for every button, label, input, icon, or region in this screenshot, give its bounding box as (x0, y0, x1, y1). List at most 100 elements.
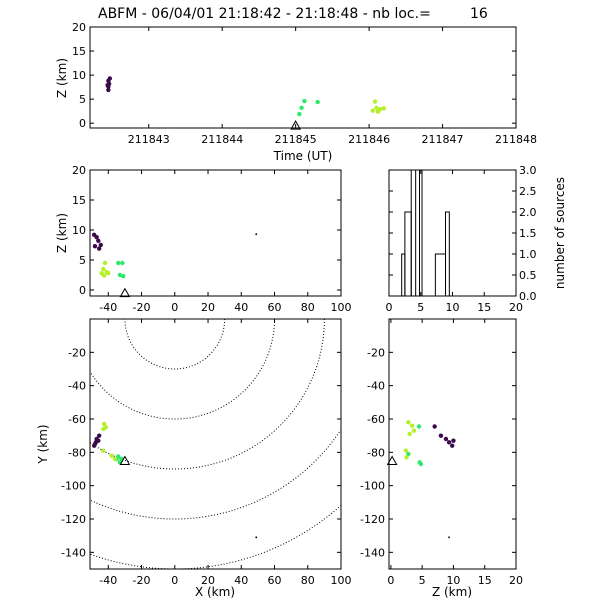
source-point (96, 238, 101, 243)
x-tick-label: 0 (171, 301, 178, 314)
y-tick-label: -100 (61, 480, 86, 493)
height-y-panel: 0 5 10 15 20 -140 -120 -100 -80 -60 -40 -20 Z (km) (360, 318, 523, 599)
source-point (120, 260, 125, 266)
source-point (418, 461, 424, 467)
axis-ticks: 0 5 10 15 200.0 0.5 1.0 1.5 2.0 2.5 3.0 (386, 164, 537, 314)
source-point (102, 260, 108, 266)
x-tick-label: 10 (446, 301, 460, 314)
panel-frame (388, 318, 517, 570)
y-axis-label: Y (km) (36, 424, 50, 464)
range-ring (90, 319, 275, 420)
range-rings (90, 319, 341, 569)
data-points (91, 232, 258, 298)
range-ring (124, 319, 226, 370)
source-point (109, 453, 114, 458)
source-point (451, 438, 456, 443)
x-tick-label: 100 (331, 301, 352, 314)
x-tick-label: 5 (419, 574, 426, 587)
y-tick-label: -120 (61, 513, 86, 526)
y-tick-label: 0.0 (519, 290, 537, 303)
x-tick-label: 80 (301, 574, 315, 587)
x-tick-label: 100 (331, 574, 352, 587)
source-point (106, 87, 111, 93)
x-tick-label: 211847 (422, 133, 464, 146)
x-tick-label: 20 (201, 301, 215, 314)
axis-ticks: 211843 211844 211845 211846 211847 211848 0 5 10… (72, 21, 537, 146)
axis-ticks: -40 -20 0 20 40 60 80 100 0 5 10 15 20 (72, 164, 352, 314)
source-point (416, 424, 422, 429)
y-tick-label: -80 (367, 446, 385, 459)
y-tick-label: -140 (360, 546, 385, 559)
y-tick-label: 20 (72, 164, 86, 177)
panel-frame (388, 169, 517, 297)
y-tick-label: 1.5 (519, 227, 537, 240)
source-point (121, 274, 126, 279)
histogram-bars (401, 169, 516, 297)
x-tick-label: 0 (387, 574, 394, 587)
station-marker (386, 455, 398, 465)
x-tick-label: -40 (99, 574, 117, 587)
x-tick-label: 60 (268, 574, 282, 587)
source-point (432, 424, 437, 429)
plan-view-panel: -40 -20 0 20 40 60 80 100 -140 -120 -100 -80 -60 -40 -… (36, 318, 352, 599)
source-point (374, 105, 379, 111)
source-point (92, 244, 98, 249)
x-tick-label: 20 (201, 574, 215, 587)
y-tick-label: 2.5 (519, 185, 537, 198)
source-point (96, 433, 102, 438)
data-points (91, 421, 258, 539)
source-point (101, 266, 106, 272)
y-tick-label: 5 (79, 93, 86, 106)
y-tick-label: 15 (72, 45, 86, 58)
data-points (105, 76, 386, 130)
x-tick-label: 20 (509, 301, 523, 314)
y-tick-label: 0.5 (519, 269, 537, 282)
histogram-bar (410, 169, 417, 296)
figure-title: ABFM - 06/04/01 21:18:42 - 21:18:48 - nb… (98, 6, 488, 22)
x-tick-label: 0 (171, 574, 178, 587)
y-tick-label: 15 (72, 194, 86, 207)
source-point (315, 99, 320, 105)
panel-frame (89, 26, 517, 129)
source-point (406, 420, 411, 425)
source-point (449, 443, 455, 448)
y-tick-label: -100 (360, 480, 385, 493)
y-tick-label: -140 (61, 546, 86, 559)
y-tick-label: 0 (79, 284, 86, 297)
source-point (407, 431, 412, 437)
panel-frame (89, 169, 342, 297)
y-tick-label: -60 (68, 413, 86, 426)
x-tick-label: 10 (446, 574, 460, 587)
reference-dot (255, 536, 258, 539)
source-point (404, 455, 409, 460)
reference-dot (255, 233, 258, 236)
source-point (406, 451, 411, 457)
source-point (105, 82, 110, 88)
histogram-bar (445, 211, 450, 296)
source-point (101, 426, 106, 432)
y-tick-label: -120 (360, 513, 385, 526)
source-point (411, 428, 417, 433)
y-tick-label: 20 (72, 21, 86, 34)
source-point (302, 98, 307, 104)
source-point (101, 421, 107, 427)
y-tick-label: 2.0 (519, 206, 537, 219)
source-point (403, 448, 409, 453)
source-point (107, 76, 113, 81)
x-tick-label: -20 (133, 574, 151, 587)
y-tick-label: 10 (72, 69, 86, 82)
source-point (96, 246, 102, 251)
x-tick-label: 80 (301, 301, 315, 314)
source-point (438, 433, 444, 438)
source-point (116, 260, 121, 266)
source-point (446, 440, 452, 445)
x-axis-label: Z (km) (432, 585, 472, 599)
x-tick-label: 211843 (128, 133, 170, 146)
source-point (299, 105, 304, 111)
x-tick-label: 211845 (275, 133, 317, 146)
x-tick-label: 5 (417, 301, 424, 314)
station-marker (119, 455, 131, 465)
y-tick-label: -20 (68, 346, 86, 359)
x-tick-label: 20 (509, 574, 523, 587)
